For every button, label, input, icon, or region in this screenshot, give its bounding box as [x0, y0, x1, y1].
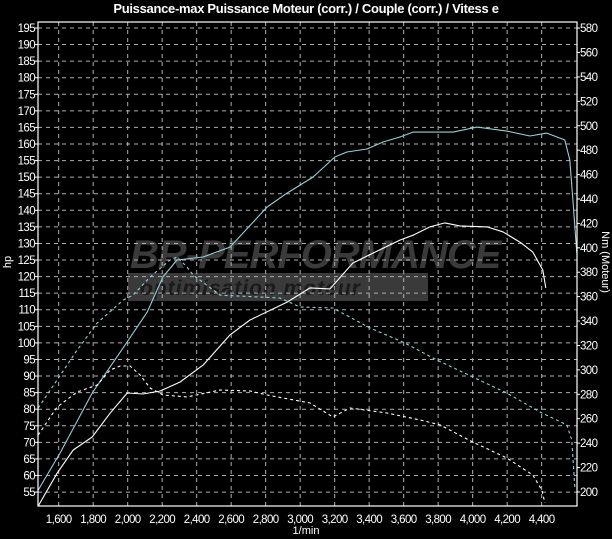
y-right-tick-label: 200 [580, 487, 598, 499]
x-tick-label: 2,800 [253, 514, 279, 526]
y-right-tick-label: 320 [580, 340, 598, 352]
x-tick-label: 4,000 [460, 514, 486, 526]
y-right-tick-label: 580 [580, 23, 598, 35]
y-left-tick-label: 80 [23, 404, 35, 416]
chart-title: Puissance-max Puissance Moteur (corr.) /… [113, 1, 498, 16]
y-right-tick-label: 380 [580, 267, 598, 279]
y-right-tick-label: 560 [580, 48, 598, 60]
series-group [37, 126, 578, 507]
x-tick-label: 3,200 [322, 514, 348, 526]
y-right-tick-label: 240 [580, 438, 598, 450]
y-left-tick-label: 190 [18, 40, 36, 52]
power-curve-2 [37, 222, 547, 507]
grid [38, 22, 577, 506]
y-left-tick-label: 90 [23, 371, 35, 383]
x-tick-label: 4,400 [529, 514, 555, 526]
x-tick-label: 2,200 [149, 514, 175, 526]
x-axis-label: 1/min [293, 525, 320, 537]
y-right-tick-label: 280 [580, 389, 598, 401]
y-right-tick-label: 460 [580, 170, 598, 182]
y-left-tick-label: 55 [23, 487, 35, 499]
y-left-tick-label: 130 [18, 238, 36, 250]
watermark-line2: optimisation moteur [140, 277, 362, 300]
y-right-tick-label: 340 [580, 316, 598, 328]
y-left-tick-label: 60 [23, 471, 35, 483]
plot-frame [37, 21, 578, 507]
y-right-tick-label: 220 [580, 463, 598, 475]
y-right-tick-label: 500 [580, 121, 598, 133]
y-left-tick-label: 195 [18, 23, 36, 35]
x-tick-label: 3,600 [391, 514, 417, 526]
y-left-tick-label: 105 [18, 321, 36, 333]
y-left-tick-label: 155 [18, 156, 36, 168]
y-left-tick-label: 145 [18, 189, 36, 201]
y-left-tick-label: 75 [23, 421, 35, 433]
y-left-tick-label: 165 [18, 122, 36, 134]
y-left-tick-label: 175 [18, 89, 36, 101]
y-left-tick-label: 100 [18, 338, 36, 350]
y-left-tick-label: 180 [18, 73, 36, 85]
y-left-tick-label: 185 [18, 56, 36, 68]
watermark-logo: BR-PERFORMANCE optimisation moteur [128, 233, 504, 301]
x-tick-label: 4,200 [494, 514, 520, 526]
x-tick-label: 1,600 [46, 514, 72, 526]
y-left-tick-label: 85 [23, 388, 35, 400]
y-right-tick-label: 360 [580, 292, 598, 304]
y-right-tick-label: 440 [580, 194, 598, 206]
power-curve-1 [37, 126, 578, 491]
y-left-tick-label: 110 [18, 305, 35, 317]
x-tick-label: 1,800 [80, 514, 106, 526]
y-left-tick-label: 120 [18, 272, 36, 284]
y-right-tick-label: 520 [580, 96, 598, 108]
y-right-tick-label: 260 [580, 414, 598, 426]
x-tick-label: 3,800 [425, 514, 451, 526]
y-left-tick-label: 125 [18, 255, 36, 267]
y-left-tick-label: 115 [18, 288, 35, 300]
y-left-tick-label: 70 [23, 437, 35, 449]
x-tick-label: 2,600 [218, 514, 244, 526]
y-right-tick-label: 400 [580, 243, 598, 255]
y-right-tick-label: 300 [580, 365, 598, 377]
x-tick-label: 3,000 [287, 514, 313, 526]
y-axis-right-label: Nm (Moteur) [599, 231, 611, 293]
y-left-tick-label: 140 [18, 205, 36, 217]
y-right-tick-label: 420 [580, 218, 598, 230]
torque-curve-3 [37, 256, 576, 488]
x-tick-label: 2,400 [184, 514, 210, 526]
y-right-tick-label: 480 [580, 145, 598, 157]
y-left-tick-label: 160 [18, 139, 36, 151]
watermark-band [128, 273, 428, 301]
torque-curve-4 [37, 365, 546, 504]
x-tick-label: 3,400 [356, 514, 382, 526]
y-left-tick-label: 65 [23, 454, 35, 466]
y-left-tick-label: 95 [23, 354, 35, 366]
x-tick-label: 2,000 [115, 514, 141, 526]
y-axis-left-label: hp [2, 256, 14, 268]
y-right-tick-label: 540 [580, 72, 598, 84]
y-left-tick-label: 135 [18, 222, 36, 234]
y-left-tick-label: 150 [18, 172, 36, 184]
y-left-tick-label: 170 [18, 106, 36, 118]
watermark-line1: BR-PERFORMANCE [130, 233, 503, 277]
tick-labels: 1,600 1,800 2,000 2,200 2,400 2,600 2,800 3,000… [18, 23, 599, 526]
